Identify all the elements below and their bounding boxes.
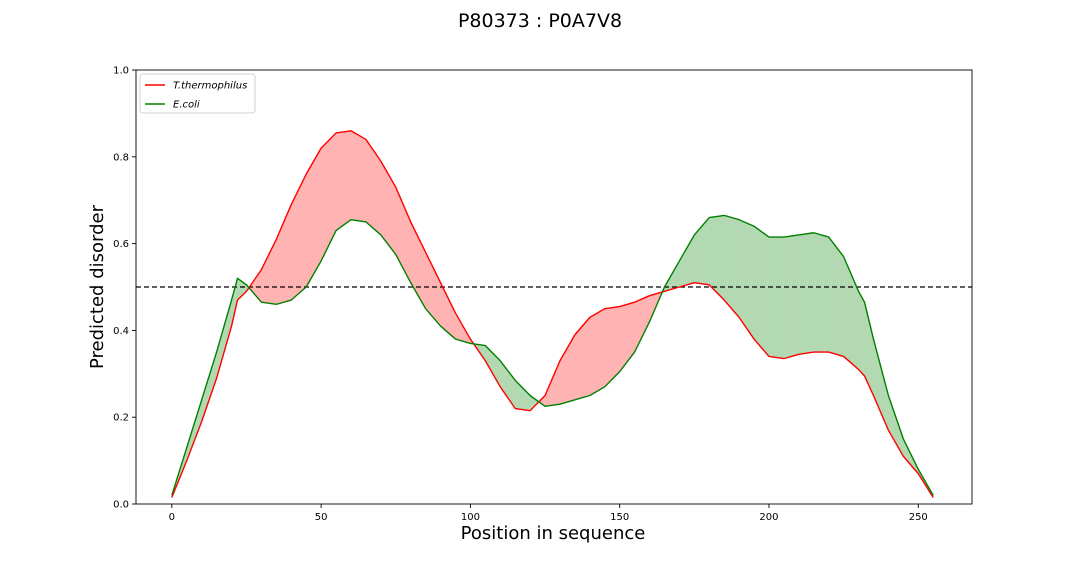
x-tick-label: 0 xyxy=(169,512,175,523)
legend: T.thermophilus E.coli xyxy=(139,73,256,114)
x-axis: 0 50 100 150 200 250 xyxy=(169,504,928,523)
difference-fills xyxy=(171,130,934,499)
series-line-e-coli xyxy=(171,214,934,496)
difference-fill-segment xyxy=(828,236,844,357)
y-tick-label: 0.2 xyxy=(113,413,129,424)
difference-fill-segment xyxy=(694,216,710,286)
difference-fill-segment xyxy=(216,299,232,379)
difference-fill-segment xyxy=(350,130,367,223)
difference-fill-segment xyxy=(858,291,865,377)
series-lines xyxy=(171,130,934,498)
y-tick-label: 1.0 xyxy=(113,66,129,77)
difference-fill-segment xyxy=(589,308,606,396)
plot-frame xyxy=(135,69,973,505)
difference-fill-segment xyxy=(574,316,591,401)
difference-fill-segment xyxy=(768,236,785,359)
y-tick-label: 0.6 xyxy=(113,239,129,250)
difference-fill-segment xyxy=(365,138,382,236)
series-line-t-thermophilus xyxy=(171,130,934,498)
legend-label: E.coli xyxy=(173,100,200,111)
x-tick-label: 250 xyxy=(909,512,928,523)
difference-fill-segment xyxy=(320,132,337,262)
x-tick-label: 50 xyxy=(315,512,328,523)
x-tick-label: 150 xyxy=(610,512,629,523)
difference-fill-segment xyxy=(783,234,800,359)
difference-fill-segment xyxy=(888,395,904,458)
difference-fill-segment xyxy=(753,225,770,358)
difference-fill-segment xyxy=(559,333,576,405)
x-axis-label: Position in sequence xyxy=(461,523,646,544)
difference-fill-segment xyxy=(864,302,874,396)
difference-fill-segment xyxy=(425,252,441,327)
y-axis: 0.0 0.2 0.4 0.6 0.8 1.0 xyxy=(113,66,136,511)
difference-fill-segment xyxy=(514,379,531,411)
difference-fill-segment xyxy=(440,282,456,340)
difference-fill-segment xyxy=(813,232,829,353)
x-tick-label: 200 xyxy=(759,512,778,523)
difference-fill-segment xyxy=(335,130,352,232)
y-tick-label: 0.0 xyxy=(113,500,129,511)
chart-title: P80373 : P0A7V8 xyxy=(458,10,622,32)
difference-fill-segment xyxy=(291,174,307,301)
difference-fill-segment xyxy=(798,232,815,355)
difference-fill-segment xyxy=(261,239,277,305)
y-tick-label: 0.4 xyxy=(113,326,129,337)
difference-fill-segment xyxy=(679,233,695,288)
y-axis-label: Predicted disorder xyxy=(87,204,108,369)
x-tick-label: 100 xyxy=(461,512,480,523)
difference-fill-segment xyxy=(500,360,516,410)
legend-label: T.thermophilus xyxy=(173,81,247,92)
difference-fill-segment xyxy=(201,352,217,422)
difference-fill-segment xyxy=(485,344,501,388)
difference-fill-segment xyxy=(276,204,292,305)
legend-box xyxy=(139,73,256,114)
difference-fill-segment xyxy=(634,295,650,353)
y-tick-label: 0.8 xyxy=(113,152,129,163)
